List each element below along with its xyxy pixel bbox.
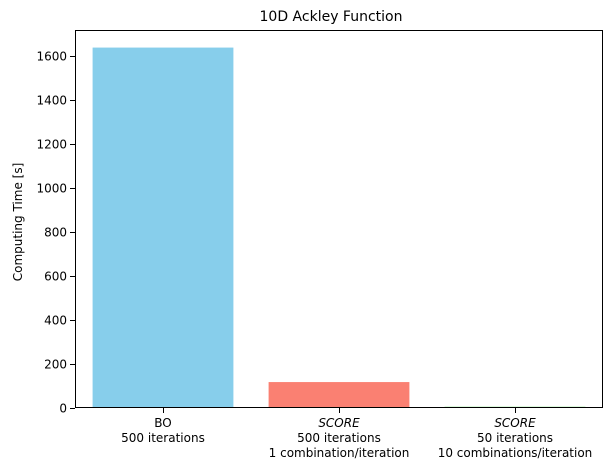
x-tick-label: 500 iterations	[121, 431, 205, 445]
y-axis-label: Computing Time [s]	[11, 163, 25, 282]
chart-title: 10D Ackley Function	[260, 9, 403, 25]
x-tick-label: BO	[154, 416, 171, 430]
y-axis-ticks: 0 200 400 600 800 1000 1200 1400 1600	[36, 50, 75, 416]
y-tick-label: 200	[44, 358, 67, 372]
y-tick-label: 0	[59, 402, 67, 416]
x-tick-label: 1 combination/iteration	[269, 446, 410, 460]
x-tick-label: SCORE	[318, 416, 360, 430]
y-tick-label: 1600	[36, 50, 67, 64]
y-tick-label: 1200	[36, 138, 67, 152]
y-tick-label: 600	[44, 270, 67, 284]
y-tick-label: 400	[44, 314, 67, 328]
x-tick-label: 500 iterations	[297, 431, 381, 445]
bar	[92, 47, 234, 409]
plot-frame	[75, 30, 603, 408]
x-tick-label: 50 iterations	[477, 431, 553, 445]
y-tick-label: 800	[44, 226, 67, 240]
y-tick-label: 1400	[36, 94, 67, 108]
y-tick-label: 1000	[36, 182, 67, 196]
bar	[268, 382, 410, 408]
x-tick-label: SCORE	[494, 416, 536, 430]
x-tick-label: 10 combinations/iteration	[438, 446, 593, 460]
bars	[92, 47, 586, 409]
